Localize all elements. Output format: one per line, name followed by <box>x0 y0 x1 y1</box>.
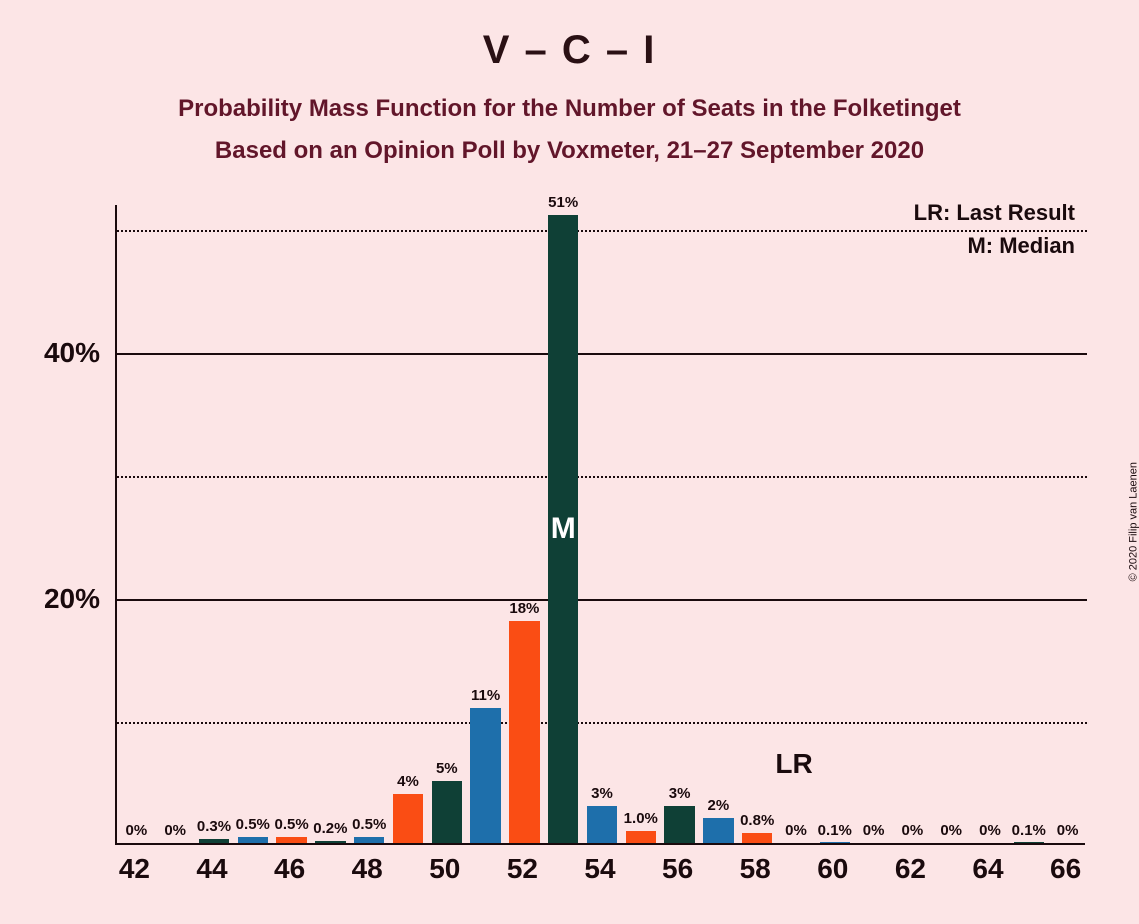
x-tick-label: 54 <box>584 853 615 885</box>
x-tick-label: 46 <box>274 853 305 885</box>
bar-value-label: 0% <box>902 822 924 843</box>
bar-value-label: 5% <box>436 760 458 781</box>
bars-container: 0%0%0.3%0.5%0.5%0.2%0.5%4%5%11%18%51%M3%… <box>117 203 1087 843</box>
bar-value-label: 0.1% <box>1012 822 1046 843</box>
bar-value-label: 0.5% <box>274 816 308 837</box>
x-tick-label: 42 <box>119 853 150 885</box>
bar: 5% <box>432 781 462 843</box>
bar-value-label: 0.3% <box>197 818 231 839</box>
bar-value-label: 0.5% <box>236 816 270 837</box>
bar-value-label: 0% <box>863 822 885 843</box>
x-tick-label: 50 <box>429 853 460 885</box>
bar-value-label: 0.5% <box>352 816 386 837</box>
x-tick-label: 48 <box>352 853 383 885</box>
x-tick-label: 44 <box>196 853 227 885</box>
legend-lr: LR: Last Result <box>914 200 1075 226</box>
chart-title: V – C – I <box>0 0 1139 73</box>
bar: 0.5% <box>276 837 306 843</box>
bar: 18% <box>509 621 539 843</box>
bar-value-label: 3% <box>669 785 691 806</box>
median-annotation: M <box>551 512 576 546</box>
bar: 2% <box>703 818 733 843</box>
chart-subtitle-1: Probability Mass Function for the Number… <box>0 95 1139 123</box>
copyright-text: © 2020 Filip van Laenen <box>1127 462 1139 581</box>
bar: 3% <box>664 806 694 843</box>
bar-value-label: 18% <box>509 600 539 621</box>
bar: 0.5% <box>238 837 268 843</box>
bar: 51%M <box>548 215 578 843</box>
bar-value-label: 4% <box>397 773 419 794</box>
bar-value-label: 0% <box>126 822 148 843</box>
bar: 0.3% <box>199 839 229 843</box>
x-tick-label: 52 <box>507 853 538 885</box>
x-tick-label: 58 <box>740 853 771 885</box>
bar-value-label: 0.2% <box>313 820 347 841</box>
bar: 4% <box>393 794 423 843</box>
x-tick-label: 60 <box>817 853 848 885</box>
bar-value-label: 0% <box>1057 822 1079 843</box>
bar: 0.2% <box>315 841 345 843</box>
x-tick-label: 56 <box>662 853 693 885</box>
bar-value-label: 3% <box>591 785 613 806</box>
chart-area: 0%0%0.3%0.5%0.5%0.2%0.5%4%5%11%18%51%M3%… <box>115 205 1085 845</box>
bar: 0.8% <box>742 833 772 843</box>
bar-value-label: 0% <box>979 822 1001 843</box>
bar: 0.1% <box>1014 842 1044 843</box>
chart-subtitle-2: Based on an Opinion Poll by Voxmeter, 21… <box>0 137 1139 165</box>
bar-value-label: 11% <box>471 687 500 708</box>
bar-value-label: 2% <box>708 797 730 818</box>
bar-value-label: 0% <box>164 822 186 843</box>
legend-m: M: Median <box>967 233 1075 259</box>
x-ticks: 42 44 46 48 50 52 54 56 58 60 62 64 66 <box>115 853 1085 893</box>
lr-annotation: LR <box>775 748 812 780</box>
bar: 0.5% <box>354 837 384 843</box>
x-tick-label: 66 <box>1050 853 1081 885</box>
bar: 0.1% <box>820 842 850 843</box>
x-tick-label: 64 <box>972 853 1003 885</box>
bar-value-label: 51% <box>548 194 578 215</box>
bar-value-label: 0.8% <box>740 812 774 833</box>
bar: 11% <box>470 708 500 843</box>
bar-value-label: 0.1% <box>818 822 852 843</box>
x-tick-label: 62 <box>895 853 926 885</box>
bar-value-label: 0% <box>940 822 962 843</box>
y-tick-label: 40% <box>44 337 100 369</box>
bar: 1.0% <box>626 831 656 843</box>
bar: 3% <box>587 806 617 843</box>
plot-frame: 0%0%0.3%0.5%0.5%0.2%0.5%4%5%11%18%51%M3%… <box>115 205 1085 845</box>
bar-value-label: 1.0% <box>624 810 658 831</box>
bar-value-label: 0% <box>785 822 807 843</box>
y-tick-label: 20% <box>44 583 100 615</box>
